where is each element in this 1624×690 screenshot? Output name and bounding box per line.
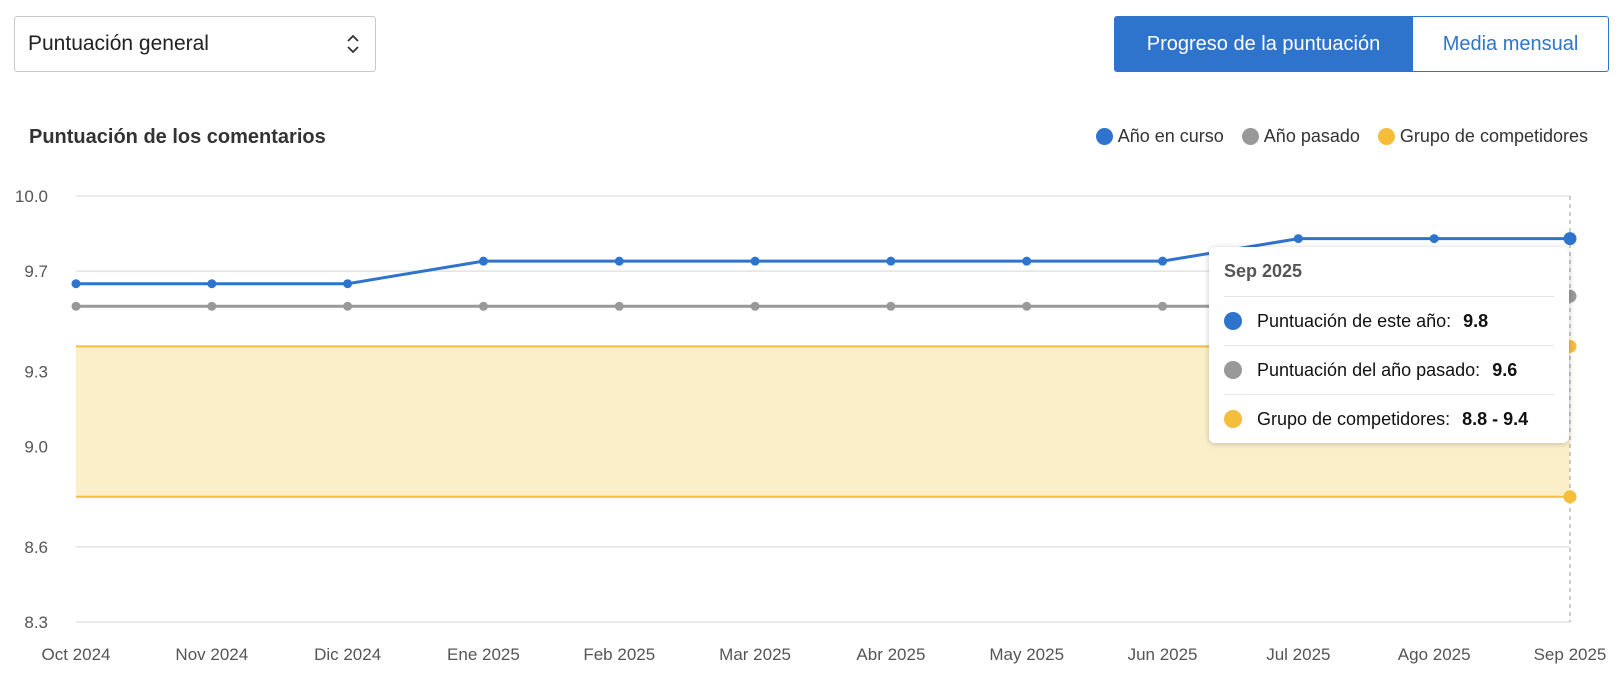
y-tick-label: 9.0 xyxy=(24,438,48,457)
legend-dot-past-year xyxy=(1241,128,1259,145)
tooltip-label-past-year: Puntuación del año pasado: xyxy=(1257,359,1481,380)
chart-title: Puntuación de los comentarios xyxy=(29,126,326,148)
legend-label-competitors: Grupo de competidores xyxy=(1399,126,1588,146)
current-year-point xyxy=(614,256,624,266)
past-year-point xyxy=(343,301,353,311)
past-year-point xyxy=(207,301,217,311)
tooltip-row-past-year: Puntuación del año pasado: 9.6 xyxy=(1224,345,1554,394)
tooltip-value-current-year: 9.8 xyxy=(1463,310,1489,331)
past-year-point xyxy=(71,301,81,311)
x-tick-label: Ago 2025 xyxy=(1398,645,1471,664)
x-tick-label: Jun 2025 xyxy=(1128,645,1198,664)
current-year-point xyxy=(1158,256,1168,266)
x-tick-label: Ene 2025 xyxy=(447,645,520,664)
tooltip-row-competitors: Grupo de competidores: 8.8 - 9.4 xyxy=(1224,394,1554,443)
x-tick-label: Dic 2024 xyxy=(314,645,381,664)
past-year-point xyxy=(1022,301,1032,311)
x-tick-label: May 2025 xyxy=(989,645,1064,664)
current-year-point xyxy=(478,256,488,266)
tooltip-dot-past-year xyxy=(1224,361,1242,379)
current-year-point xyxy=(1293,234,1303,244)
current-year-point xyxy=(71,279,81,289)
chevron-up-down-icon xyxy=(347,34,359,54)
current-year-point xyxy=(1022,256,1032,266)
past-year-point xyxy=(886,301,896,311)
view-toggle: Progreso de la puntuación Media mensual xyxy=(1114,16,1609,72)
tooltip-row-current-year: Puntuación de este año: 9.8 xyxy=(1224,296,1554,345)
y-tick-label: 8.3 xyxy=(24,613,48,632)
legend-label-current-year: Año en curso xyxy=(1117,126,1224,146)
y-tick-label: 9.3 xyxy=(24,362,48,381)
past-year-point xyxy=(478,301,488,311)
x-tick-label: Mar 2025 xyxy=(719,645,791,664)
x-tick-label: Feb 2025 xyxy=(583,645,655,664)
current-year-point xyxy=(886,256,896,266)
current-year-point xyxy=(750,256,760,266)
x-tick-label: Sep 2025 xyxy=(1534,645,1607,664)
competitor-band xyxy=(76,346,1570,497)
y-tick-label: 8.6 xyxy=(24,538,48,557)
legend-dot-current-year xyxy=(1095,128,1113,145)
tooltip-title: Sep 2025 xyxy=(1224,261,1303,281)
x-tick-label: Jul 2025 xyxy=(1266,645,1330,664)
x-tick-label: Abr 2025 xyxy=(856,645,925,664)
past-year-point xyxy=(750,301,760,311)
past-year-point xyxy=(614,301,624,311)
tooltip-value-competitors: 8.8 - 9.4 xyxy=(1462,408,1529,429)
legend-item-past-year[interactable]: Año pasado xyxy=(1241,126,1360,147)
score-progress-button[interactable]: Progreso de la puntuación xyxy=(1114,16,1413,72)
x-tick-label: Nov 2024 xyxy=(175,645,248,664)
score-type-dropdown[interactable]: Puntuación general xyxy=(14,16,376,72)
current-year-point xyxy=(207,279,217,289)
chart-tooltip: Sep 2025 Puntuación de este año: 9.8 Pun… xyxy=(1209,247,1569,443)
x-tick-label: Oct 2024 xyxy=(42,645,111,664)
tooltip-value-past-year: 9.6 xyxy=(1492,359,1518,380)
current-year-line xyxy=(76,237,1570,286)
legend-item-competitors[interactable]: Grupo de competidores xyxy=(1377,126,1588,147)
tooltip-label-current-year: Puntuación de este año: xyxy=(1257,310,1452,331)
monthly-average-button[interactable]: Media mensual xyxy=(1413,16,1609,72)
legend-item-current-year[interactable]: Año en curso xyxy=(1095,126,1224,147)
past-year-point xyxy=(1158,301,1168,311)
tooltip-label-competitors: Grupo de competidores: xyxy=(1257,408,1451,429)
y-tick-label: 9.7 xyxy=(24,262,48,281)
tooltip-dot-current-year xyxy=(1224,312,1242,330)
legend-dot-competitors xyxy=(1377,128,1395,145)
competitor-lower-point xyxy=(1563,490,1577,504)
tooltip-dot-competitors xyxy=(1224,410,1242,428)
y-tick-label: 10.0 xyxy=(15,187,48,206)
dropdown-value: Puntuación general xyxy=(28,32,209,55)
current-year-point xyxy=(1563,232,1577,246)
current-year-point xyxy=(1429,234,1439,244)
current-year-point xyxy=(343,279,353,289)
chart-legend: Año en curso Año pasado Grupo de competi… xyxy=(1095,126,1588,147)
legend-label-past-year: Año pasado xyxy=(1263,126,1360,146)
